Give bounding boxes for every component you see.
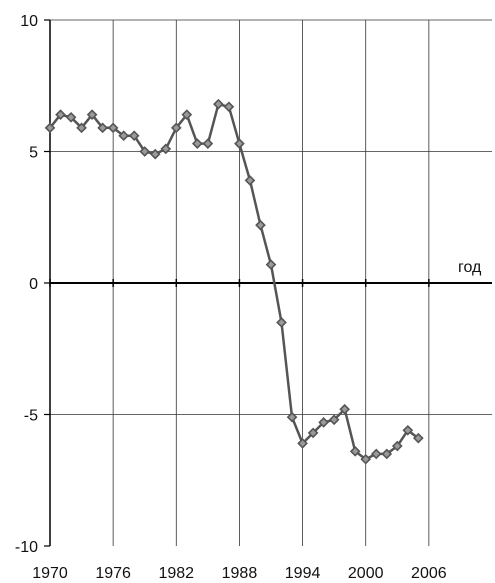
data-point-marker bbox=[65, 111, 77, 123]
data-point-marker bbox=[381, 448, 393, 460]
series-line bbox=[49, 102, 420, 461]
data-series bbox=[44, 98, 424, 465]
y-tick-label: 10 bbox=[20, 13, 38, 30]
data-point-marker bbox=[86, 109, 98, 121]
x-tick-label: 1982 bbox=[158, 565, 194, 582]
data-point-marker bbox=[328, 414, 340, 426]
data-point-marker bbox=[276, 317, 287, 328]
data-point-marker bbox=[360, 453, 372, 465]
data-point-marker bbox=[118, 130, 129, 142]
data-point-marker bbox=[76, 122, 87, 134]
data-point-marker bbox=[297, 438, 308, 449]
data-point-marker bbox=[181, 109, 193, 121]
data-point-marker bbox=[202, 138, 214, 149]
x-tick-label: 1970 bbox=[32, 565, 68, 582]
data-point-marker bbox=[307, 427, 319, 439]
data-point-marker bbox=[402, 424, 414, 436]
data-point-marker bbox=[97, 122, 108, 134]
data-point-marker bbox=[339, 403, 350, 415]
data-point-marker bbox=[139, 146, 151, 157]
x-axis-unit-label: год bbox=[458, 259, 482, 276]
x-tick-label: 2000 bbox=[348, 565, 384, 582]
data-point-marker bbox=[286, 411, 298, 423]
data-point-marker bbox=[349, 445, 361, 457]
data-point-marker bbox=[223, 101, 235, 113]
data-point-marker bbox=[192, 138, 203, 149]
axes bbox=[44, 19, 492, 547]
data-point-marker bbox=[413, 432, 424, 444]
data-point-marker bbox=[244, 175, 256, 186]
y-tick-label: -10 bbox=[15, 539, 38, 556]
x-tick-label: 1976 bbox=[95, 565, 131, 582]
data-point-marker bbox=[265, 259, 277, 270]
tick-labels: 10 5 0 -5 -10 1970 1976 1982 1988 1994 2000 2006 bbox=[15, 13, 447, 582]
data-point-marker bbox=[44, 122, 56, 134]
data-point-marker bbox=[107, 122, 119, 134]
x-tick-label: 1988 bbox=[222, 565, 258, 582]
data-point-marker bbox=[170, 122, 182, 134]
data-point-marker bbox=[149, 148, 161, 160]
data-point-marker bbox=[128, 130, 140, 142]
data-point-marker bbox=[255, 219, 266, 231]
x-tick-label: 2006 bbox=[411, 565, 447, 582]
data-point-marker bbox=[391, 440, 403, 452]
x-tick-label: 1994 bbox=[285, 565, 321, 582]
data-point-marker bbox=[318, 417, 329, 428]
data-point-marker bbox=[213, 98, 224, 110]
y-tick-label: -5 bbox=[24, 408, 38, 425]
y-tick-label: 5 bbox=[29, 145, 38, 162]
data-point-marker bbox=[55, 109, 66, 121]
data-point-marker bbox=[370, 448, 382, 460]
y-tick-label: 0 bbox=[29, 276, 38, 293]
data-point-marker bbox=[234, 138, 245, 149]
data-point-marker bbox=[160, 143, 172, 155]
